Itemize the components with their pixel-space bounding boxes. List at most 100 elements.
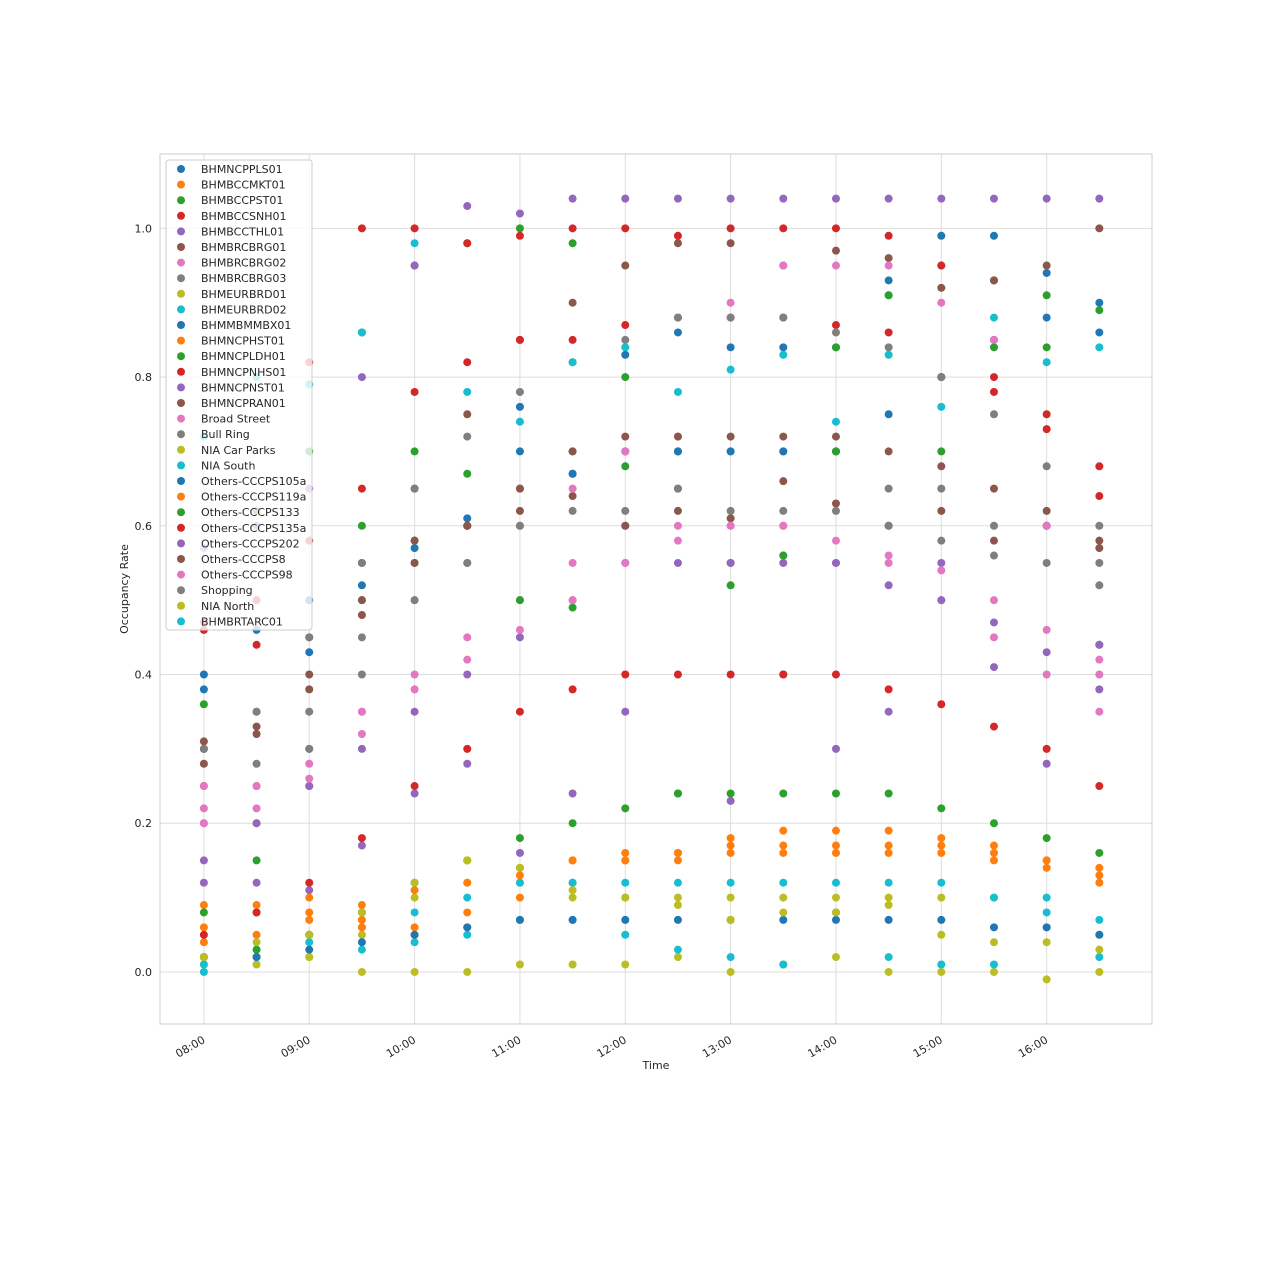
data-point bbox=[621, 930, 630, 939]
data-point bbox=[989, 551, 998, 560]
data-point bbox=[831, 841, 840, 850]
data-point bbox=[831, 506, 840, 515]
data-points bbox=[199, 194, 1104, 984]
data-point bbox=[779, 521, 788, 530]
series-25 bbox=[199, 432, 1104, 768]
data-point bbox=[989, 960, 998, 969]
data-point bbox=[305, 953, 314, 962]
data-point bbox=[831, 328, 840, 337]
data-point bbox=[1095, 945, 1104, 954]
data-point bbox=[515, 224, 524, 233]
data-point bbox=[831, 261, 840, 270]
data-point bbox=[1042, 558, 1051, 567]
data-point bbox=[989, 536, 998, 545]
data-point bbox=[357, 908, 366, 917]
data-point bbox=[410, 239, 419, 248]
data-point bbox=[568, 469, 577, 478]
series-18 bbox=[199, 953, 1104, 984]
data-point bbox=[463, 202, 472, 211]
data-point bbox=[252, 804, 261, 813]
data-point bbox=[1095, 462, 1104, 471]
data-point bbox=[937, 298, 946, 307]
legend-marker bbox=[177, 617, 185, 626]
data-point bbox=[884, 685, 893, 694]
data-point bbox=[779, 558, 788, 567]
data-point bbox=[357, 633, 366, 642]
data-point bbox=[831, 744, 840, 753]
data-point bbox=[831, 432, 840, 441]
series-20 bbox=[199, 915, 1104, 962]
data-point bbox=[779, 551, 788, 560]
data-point bbox=[937, 930, 946, 939]
data-point bbox=[305, 908, 314, 917]
data-point bbox=[621, 194, 630, 203]
data-point bbox=[357, 373, 366, 382]
data-point bbox=[1042, 194, 1051, 203]
data-point bbox=[1042, 744, 1051, 753]
data-point bbox=[199, 960, 208, 969]
data-point bbox=[831, 558, 840, 567]
data-point bbox=[673, 194, 682, 203]
data-point bbox=[621, 960, 630, 969]
data-point bbox=[199, 930, 208, 939]
plot-frame bbox=[159, 153, 1153, 1025]
data-point bbox=[937, 915, 946, 924]
data-point bbox=[779, 506, 788, 515]
data-point bbox=[989, 618, 998, 627]
x-tick-label: 13:00 bbox=[700, 1033, 734, 1060]
data-point bbox=[1042, 975, 1051, 984]
data-point bbox=[779, 477, 788, 486]
data-point bbox=[726, 915, 735, 924]
data-point bbox=[989, 856, 998, 865]
data-point bbox=[726, 447, 735, 456]
data-point bbox=[357, 670, 366, 679]
y-axis-label: Occupancy Rate bbox=[118, 544, 131, 634]
legend-label: Others-CCCPS119a bbox=[201, 491, 306, 504]
data-point bbox=[937, 231, 946, 240]
data-point bbox=[673, 447, 682, 456]
data-point bbox=[884, 893, 893, 902]
data-point bbox=[357, 901, 366, 910]
data-point bbox=[884, 328, 893, 337]
data-point bbox=[726, 848, 735, 857]
data-point bbox=[252, 640, 261, 649]
data-point bbox=[937, 960, 946, 969]
data-point bbox=[568, 239, 577, 248]
legend-label: Others-CCCPS133 bbox=[201, 506, 300, 519]
data-point bbox=[673, 848, 682, 857]
data-point bbox=[621, 848, 630, 857]
data-point bbox=[831, 194, 840, 203]
data-point bbox=[779, 224, 788, 233]
data-point bbox=[410, 782, 419, 791]
data-point bbox=[937, 893, 946, 902]
data-point bbox=[884, 291, 893, 300]
data-point bbox=[1042, 863, 1051, 872]
data-point bbox=[673, 328, 682, 337]
data-point bbox=[463, 670, 472, 679]
data-point bbox=[621, 447, 630, 456]
data-point bbox=[673, 558, 682, 567]
data-point bbox=[463, 432, 472, 441]
legend-label: BHMNCPNST01 bbox=[201, 381, 285, 394]
data-point bbox=[726, 365, 735, 374]
data-point bbox=[937, 484, 946, 493]
data-point bbox=[726, 298, 735, 307]
data-point bbox=[515, 848, 524, 857]
data-point bbox=[1095, 871, 1104, 880]
data-point bbox=[621, 804, 630, 813]
data-point bbox=[884, 558, 893, 567]
data-point bbox=[937, 967, 946, 976]
data-point bbox=[831, 343, 840, 352]
legend-marker bbox=[177, 352, 185, 361]
data-point bbox=[568, 819, 577, 828]
series-17 bbox=[199, 484, 1104, 828]
data-point bbox=[779, 670, 788, 679]
data-point bbox=[621, 670, 630, 679]
legend-label: BHMNCPHST01 bbox=[201, 335, 285, 348]
data-point bbox=[1042, 261, 1051, 270]
data-point bbox=[937, 558, 946, 567]
data-point bbox=[989, 967, 998, 976]
data-point bbox=[357, 596, 366, 605]
data-point bbox=[1042, 268, 1051, 277]
